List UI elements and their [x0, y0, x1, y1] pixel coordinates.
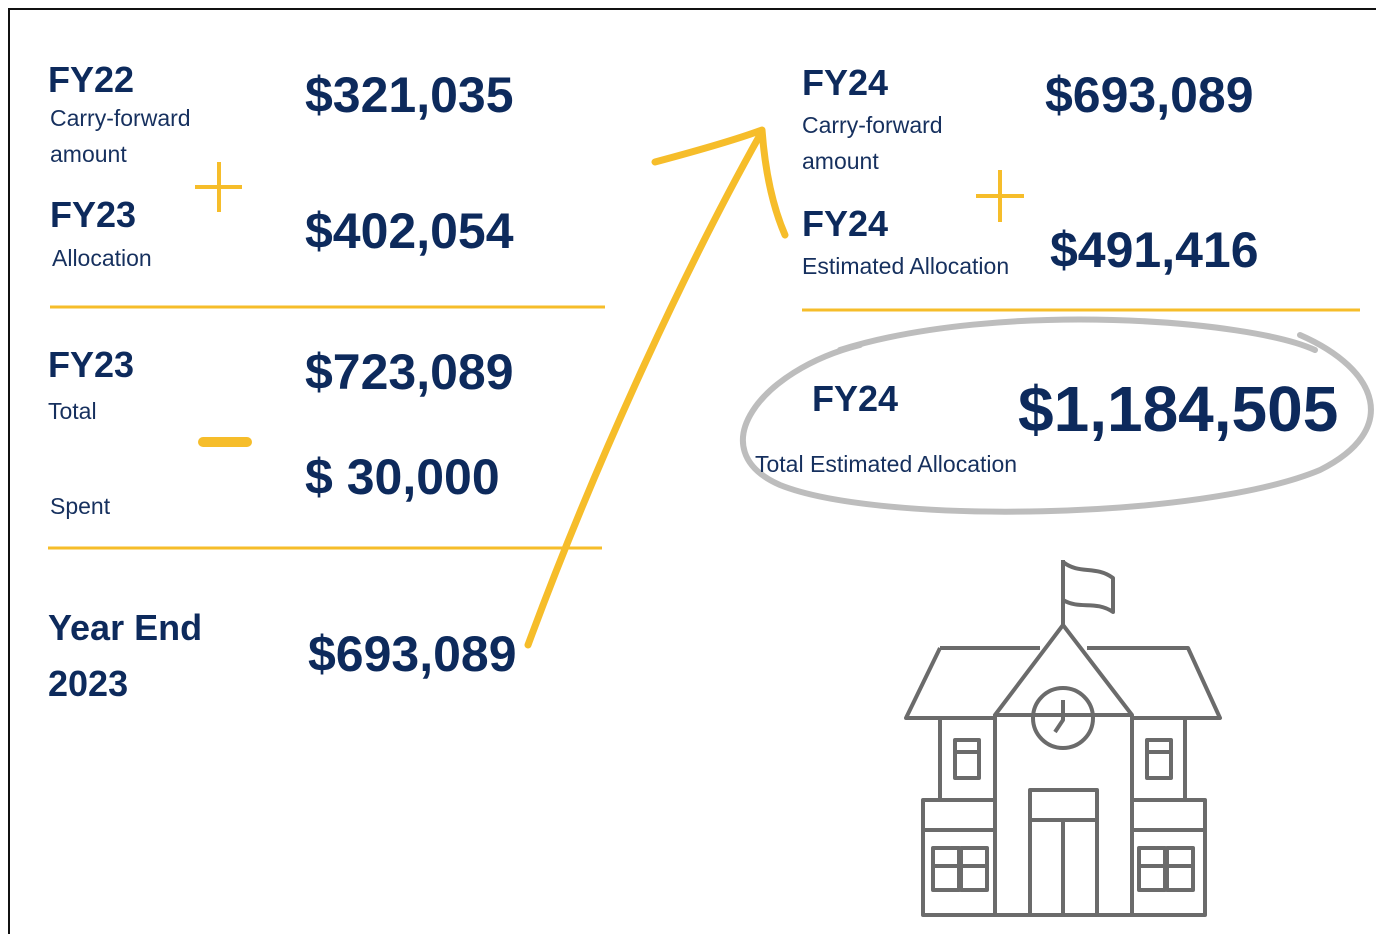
total-amount: $1,184,505: [1018, 373, 1339, 445]
arrow: [524, 126, 789, 649]
label: Year End 2023: [48, 607, 203, 704]
border: [8, 8, 1376, 934]
note: Total: [48, 398, 97, 424]
label: FY24: [812, 378, 899, 419]
label: FY24: [802, 203, 889, 244]
amount: $491,416: [1050, 222, 1259, 278]
label: FY24: [802, 62, 889, 103]
note: Carry-forward amount: [50, 105, 191, 167]
plus-sign: [976, 170, 1024, 222]
note: Spent: [50, 493, 111, 519]
note: Total Estimated Allocation: [755, 451, 1018, 477]
label: FY23: [48, 344, 135, 385]
amount: $321,035: [305, 67, 514, 123]
note: Estimated Allocation: [802, 253, 1010, 279]
label: FY22: [48, 59, 135, 100]
note: Carry-forward amount: [802, 112, 943, 174]
amount: $402,054: [305, 203, 514, 259]
amount: $693,089: [308, 626, 517, 682]
amount: $723,089: [305, 344, 514, 400]
amount: $693,089: [1045, 67, 1254, 123]
note: Allocation: [52, 245, 152, 271]
label: FY23: [50, 194, 137, 235]
highlight-ellipse: [739, 316, 1374, 515]
school-icon: [904, 560, 1222, 917]
plus-sign: [195, 162, 242, 212]
amount: $ 30,000: [305, 449, 500, 505]
